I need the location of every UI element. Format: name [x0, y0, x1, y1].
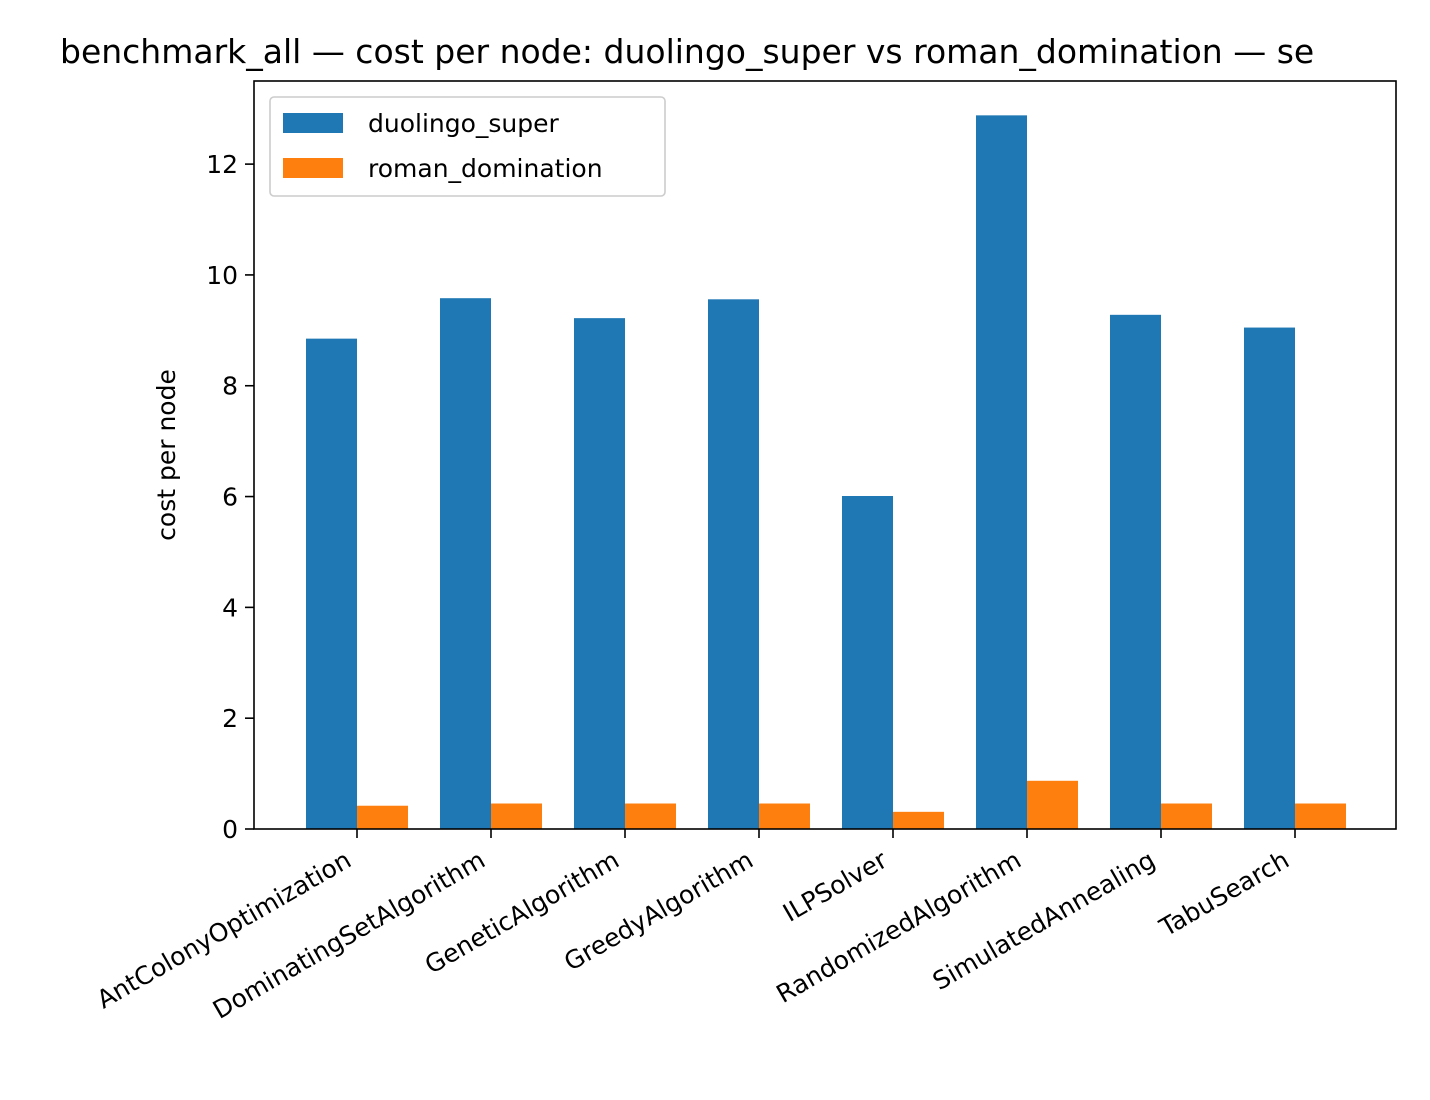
axes-frame	[253, 80, 1397, 830]
y-tick-label: 6	[222, 483, 238, 512]
y-axis-ticks: 0 2 4 6 8 10 12	[206, 150, 254, 844]
bar-duolingo-super-tabusearch	[1244, 327, 1295, 829]
bar-duolingo-super-antcolonyoptimization	[306, 338, 357, 829]
x-axis-ticks: AntColonyOptimizationDominatingSetAlgori…	[92, 829, 1296, 1025]
plot-area: 0 2 4 6 8 10 12 AntColonyOptimizationDominatin…	[92, 80, 1397, 1025]
legend-label-roman-domination: roman_domination	[368, 154, 603, 183]
bar-roman-domination-greedyalgorithm	[759, 803, 810, 829]
y-tick-label: 8	[222, 372, 238, 401]
bar-roman-domination-geneticalgorithm	[625, 803, 676, 829]
bar-roman-domination-ilpsolver	[893, 811, 944, 829]
y-tick-label: 0	[222, 815, 238, 844]
legend-label-duolingo-super: duolingo_super	[368, 109, 560, 138]
bar-duolingo-super-randomizedalgorithm	[976, 115, 1027, 829]
y-tick-label: 4	[222, 593, 238, 622]
chart-title: benchmark_all — cost per node: duolingo_…	[60, 32, 1314, 71]
bars-group	[306, 115, 1346, 830]
y-tick-label: 12	[206, 150, 238, 179]
legend-box	[269, 96, 666, 197]
x-tick-label: AntColonyOptimization	[92, 845, 356, 1014]
bar-duolingo-super-dominatingsetalgorithm	[440, 298, 491, 830]
bar-roman-domination-dominatingsetalgorithm	[491, 803, 542, 829]
y-tick-label: 10	[206, 261, 238, 290]
y-axis-label: cost per node	[152, 369, 181, 541]
bar-roman-domination-tabusearch	[1295, 803, 1346, 829]
bar-duolingo-super-greedyalgorithm	[708, 299, 759, 829]
bar-roman-domination-randomizedalgorithm	[1027, 780, 1078, 829]
x-tick-label: SimulatedAnnealing	[928, 845, 1160, 996]
x-tick-label: TabuSearch	[1154, 845, 1294, 943]
bar-duolingo-super-ilpsolver	[842, 496, 893, 829]
x-tick-label: RandomizedAlgorithm	[771, 845, 1026, 1009]
bar-duolingo-super-simulatedannealing	[1110, 314, 1161, 830]
y-tick-label: 2	[222, 704, 238, 733]
legend: duolingo_super roman_domination	[269, 96, 666, 197]
legend-swatch-duolingo-super	[283, 113, 343, 133]
bar-roman-domination-simulatedannealing	[1161, 803, 1212, 829]
bar-duolingo-super-geneticalgorithm	[574, 318, 625, 829]
x-tick-label: ILPSolver	[778, 845, 893, 928]
legend-swatch-roman-domination	[283, 158, 343, 178]
bar-roman-domination-antcolonyoptimization	[357, 805, 408, 829]
